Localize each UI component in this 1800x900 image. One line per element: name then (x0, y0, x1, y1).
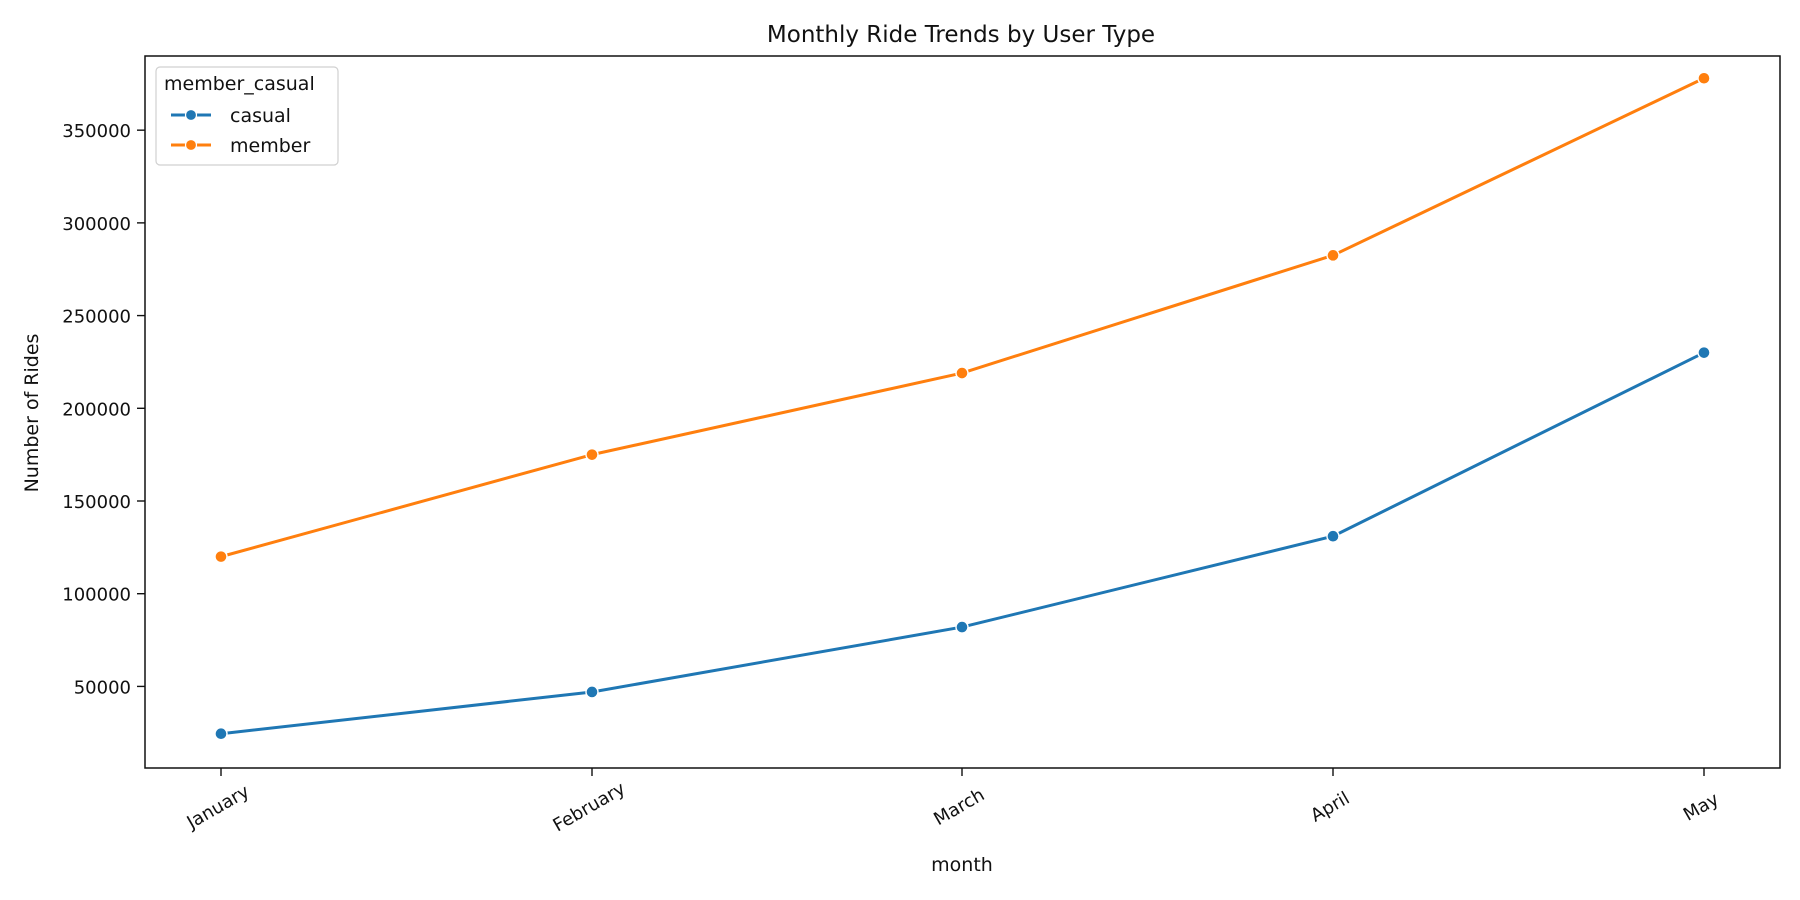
point-casual-1 (585, 685, 599, 699)
point-casual-4 (1697, 345, 1711, 360)
legend-marker-casual (184, 108, 198, 122)
point-casual-3 (1326, 529, 1340, 543)
legend-box (155, 66, 339, 166)
y-tick-label-5: 300000 (62, 214, 131, 235)
x-tick-label-2: March (930, 784, 988, 830)
point-member-1 (585, 447, 599, 462)
legend: member_casual casual member (155, 66, 339, 166)
x-axis: January February March April May (183, 768, 1723, 836)
x-axis-label: month (931, 854, 993, 876)
y-tick-label-6: 350000 (62, 121, 131, 142)
y-tick-label-4: 250000 (62, 307, 131, 328)
x-tick-label-3: April (1307, 788, 1353, 827)
point-member-2 (955, 366, 969, 380)
y-axis-label: Number of Rides (21, 334, 43, 493)
series-layer (214, 71, 1711, 741)
series-line-casual (219, 351, 1706, 736)
series-line-member (219, 76, 1706, 559)
legend-marker-member (184, 138, 198, 152)
point-member-4 (1697, 71, 1711, 85)
point-member-0 (214, 549, 228, 564)
x-tick-label-1: February (549, 778, 629, 836)
legend-label-casual: casual (230, 105, 291, 127)
y-axis: 50000 100000 150000 200000 250000 300000 35000… (62, 121, 145, 698)
y-tick-label-3: 200000 (62, 399, 131, 420)
y-tick-label-0: 50000 (74, 677, 131, 698)
point-casual-0 (214, 726, 228, 741)
y-tick-label-1: 100000 (62, 585, 131, 606)
legend-label-member: member (230, 135, 310, 157)
x-tick-label-0: January (183, 781, 254, 834)
point-member-3 (1326, 248, 1340, 263)
point-casual-2 (955, 620, 969, 634)
plot-area (144, 55, 1781, 769)
y-tick-label-2: 150000 (62, 492, 131, 513)
x-tick-label-4: May (1680, 789, 1723, 826)
chart-title: Monthly Ride Trends by User Type (767, 22, 1155, 48)
legend-title: member_casual (164, 73, 315, 95)
